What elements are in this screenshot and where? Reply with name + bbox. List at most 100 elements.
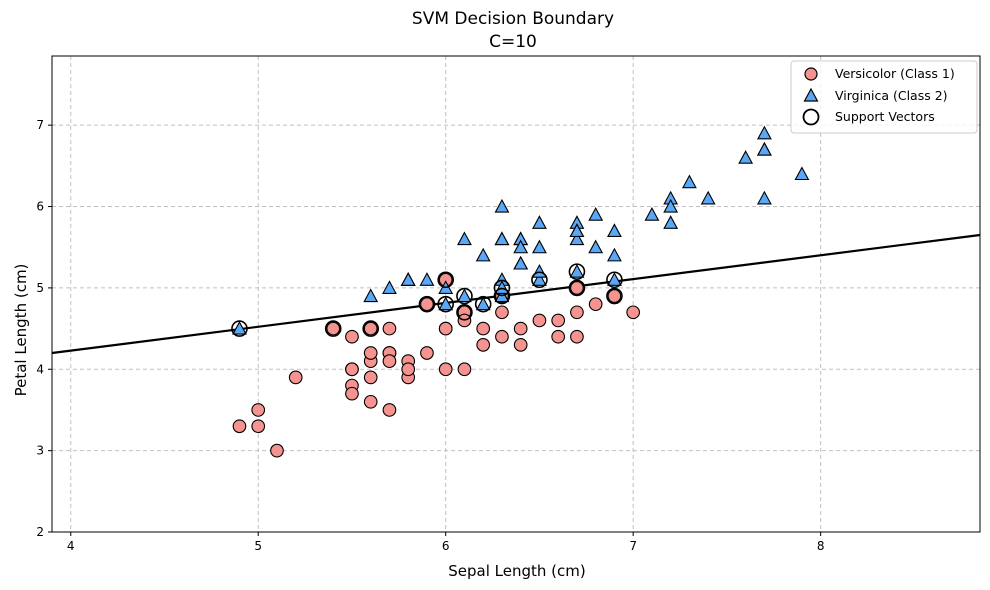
virginica-point — [569, 223, 585, 238]
axis-ticks: 4 5 6 7 8 2 3 4 5 6 7 — [36, 118, 824, 553]
versicolor-point — [420, 346, 434, 360]
legend-label-support-vectors: Support Vectors — [835, 109, 935, 124]
virginica-point — [513, 239, 529, 254]
versicolor-point — [626, 305, 641, 320]
support-vector-marker — [324, 320, 342, 337]
x-tick-label: 8 — [817, 539, 825, 553]
legend: Versicolor (Class 1) Virginica (Class 2)… — [790, 60, 978, 134]
versicolor-point — [457, 362, 472, 377]
virginica-point — [532, 215, 547, 229]
virginica-point — [475, 247, 491, 262]
virginica-point — [400, 272, 416, 286]
support-vector-marker — [418, 295, 436, 313]
virginica-point — [756, 190, 772, 205]
versicolor-point — [495, 329, 509, 344]
x-tick-label: 6 — [442, 539, 450, 553]
versicolor-point — [570, 329, 584, 344]
virginica-point — [588, 207, 604, 221]
virginica-point — [475, 296, 491, 311]
virginica-point — [588, 239, 604, 254]
y-tick-label: 2 — [36, 525, 44, 539]
y-axis-label: Petal Length (cm) — [12, 264, 30, 397]
virginica-point — [457, 231, 472, 246]
chart-title: SVM Decision Boundary — [412, 9, 614, 29]
virginica-point — [494, 198, 510, 213]
virginica-point — [756, 141, 772, 156]
versicolor-point — [345, 362, 359, 377]
versicolor-point — [420, 297, 434, 312]
versicolor-point — [513, 338, 528, 352]
versicolor-point — [345, 329, 359, 344]
versicolor-point — [251, 403, 266, 417]
versicolor-point — [476, 321, 491, 336]
support-vector-marker — [531, 271, 548, 289]
support-vector-marker — [456, 304, 473, 321]
virginica-point — [700, 190, 716, 205]
support-vector-marker — [362, 320, 380, 337]
x-tick-label: 7 — [629, 539, 637, 553]
versicolor-point — [588, 297, 603, 312]
virginica-point — [457, 288, 472, 303]
virginica-point — [607, 272, 622, 286]
y-tick-label: 3 — [36, 444, 44, 458]
versicolor-point — [382, 403, 397, 417]
y-tick-label: 7 — [36, 118, 44, 132]
versicolor-point — [288, 370, 303, 385]
versicolor-point — [438, 321, 453, 336]
chart-subtitle: C=10 — [489, 32, 537, 52]
virginica-point — [363, 288, 379, 303]
y-tick-label: 5 — [36, 281, 44, 295]
virginica-point — [232, 320, 247, 335]
virginica-point — [569, 231, 585, 246]
versicolor-point — [363, 394, 378, 409]
virginica-point — [663, 215, 679, 229]
support-vector-marker — [456, 287, 473, 305]
decision-boundary — [51, 233, 981, 355]
x-tick-label: 4 — [67, 539, 75, 553]
versicolor-point — [363, 370, 378, 385]
decision-boundary-line — [51, 233, 981, 355]
versicolor-point — [345, 386, 359, 401]
legend-label-versicolor: Versicolor (Class 1) — [835, 66, 955, 81]
versicolor-point — [326, 321, 341, 336]
virginica-point — [794, 166, 810, 181]
plot-frame — [51, 55, 981, 533]
support-vector-marker — [437, 295, 454, 313]
legend-box — [790, 60, 978, 134]
support-vector-marker — [568, 263, 586, 280]
virginica-point — [756, 125, 772, 140]
x-axis-label: Sepal Length (cm) — [448, 562, 585, 580]
virginica-point — [681, 174, 697, 189]
virginica-point — [607, 223, 622, 238]
support-vector-marker — [606, 287, 623, 305]
support-vector-marker — [606, 271, 623, 289]
virginica-point — [419, 272, 435, 286]
virginica-point — [532, 239, 547, 254]
virginica-point — [438, 296, 454, 311]
support-vector-marker — [474, 295, 492, 313]
versicolor-point — [476, 338, 491, 352]
virginica-point — [663, 198, 679, 213]
legend-marker-versicolor — [804, 67, 818, 81]
versicolor-point — [570, 281, 584, 295]
versicolor-point — [363, 321, 378, 336]
support-vector-marker — [568, 279, 586, 297]
versicolor-point — [532, 313, 547, 328]
support-vector-marker — [437, 271, 454, 289]
versicolor-point — [513, 321, 528, 336]
versicolor-point — [551, 329, 566, 344]
versicolor-point — [363, 346, 378, 360]
versicolor-point — [551, 313, 566, 328]
versicolor-point — [270, 443, 284, 458]
legend-marker-virginica — [803, 87, 819, 102]
virginica-point — [494, 231, 510, 246]
x-tick-label: 5 — [254, 539, 262, 553]
virginica-point — [382, 280, 397, 294]
virginica-point — [532, 272, 547, 286]
support-vector-marker — [493, 279, 511, 297]
virginica-point — [738, 150, 754, 164]
versicolor-point — [382, 354, 397, 368]
virginica-point — [607, 247, 622, 262]
versicolor-point — [401, 362, 416, 377]
